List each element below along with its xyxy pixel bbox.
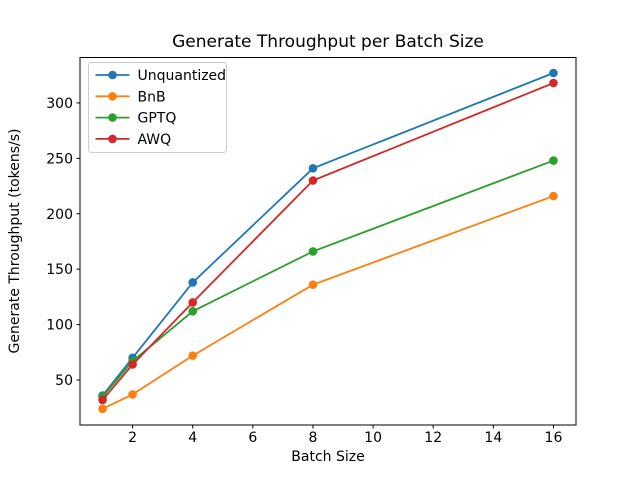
legend-label-awq: AWQ <box>138 132 172 148</box>
x-tick-label: 8 <box>309 430 318 446</box>
legend-label-bnb: BnB <box>138 89 166 105</box>
y-tick-label: 300 <box>46 96 73 112</box>
data-point-bnb <box>188 351 198 360</box>
x-tick-label: 14 <box>484 430 502 446</box>
x-tick-label: 16 <box>545 430 563 446</box>
x-tick-label: 10 <box>364 430 382 446</box>
series-line-bnb <box>102 195 554 410</box>
legend-box <box>88 62 227 153</box>
data-point-bnb <box>549 191 558 201</box>
legend-marker-awq <box>108 134 117 144</box>
legend-marker-gptq <box>108 113 117 122</box>
x-tick-label: 6 <box>248 430 257 446</box>
y-tick-label: 150 <box>46 262 73 278</box>
y-tick-label: 250 <box>46 151 73 167</box>
data-point-bnb <box>128 390 137 399</box>
x-tick-label: 12 <box>424 430 442 446</box>
data-point-awq <box>549 78 558 88</box>
data-point-gptq <box>549 156 558 165</box>
legend-marker-bnb <box>108 92 117 101</box>
data-point-unquantized <box>308 164 318 173</box>
data-point-gptq <box>188 306 198 316</box>
data-point-gptq <box>308 247 318 256</box>
axes-frame <box>79 57 577 426</box>
y-tick-label: 100 <box>46 318 73 334</box>
data-point-awq <box>308 176 318 185</box>
legend-label-gptq: GPTQ <box>138 111 177 127</box>
y-tick-label: 200 <box>46 207 73 223</box>
y-axis-label: Generate Throughput (tokens/s) <box>7 128 23 354</box>
y-tick-label: 50 <box>55 373 73 389</box>
data-point-unquantized <box>549 68 558 78</box>
data-point-awq <box>128 360 137 369</box>
x-axis-label: Batch Size <box>291 449 365 465</box>
x-tick-label: 2 <box>128 430 137 446</box>
legend-label-unquantized: Unquantized <box>138 68 227 84</box>
data-point-bnb <box>308 280 318 289</box>
data-point-awq <box>188 298 198 307</box>
chart-title: Generate Throughput per Batch Size <box>172 32 484 52</box>
data-point-bnb <box>98 404 107 414</box>
data-point-unquantized <box>188 278 198 287</box>
legend-marker-unquantized <box>108 70 117 80</box>
x-tick-label: 4 <box>188 430 197 446</box>
data-point-awq <box>98 395 107 405</box>
